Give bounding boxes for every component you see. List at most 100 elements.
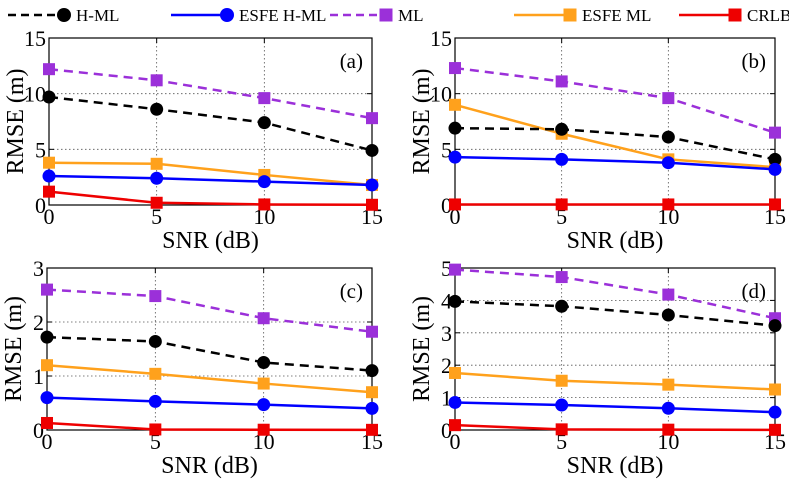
data-point-crlb — [366, 423, 378, 436]
legend-label-ehml: ESFE H-ML — [239, 6, 326, 25]
data-point-ehml — [148, 394, 162, 408]
x-tick-label: 0 — [42, 429, 53, 454]
data-point-hml — [257, 116, 271, 130]
legend: H-ML ESFE H-ML ML ESFE ML CRLB — [8, 6, 789, 25]
data-point-crlb — [43, 185, 55, 198]
data-point-hml — [448, 121, 462, 135]
series-line-eml — [454, 103, 776, 169]
legend-item-eml: ESFE ML — [514, 6, 651, 25]
x-axis-label: SNR (dB) — [161, 453, 258, 479]
series-line-ml — [454, 66, 776, 134]
data-point-ehml — [365, 178, 379, 192]
y-tick-label: 10 — [24, 82, 46, 107]
x-tick-label: 5 — [556, 204, 567, 229]
panel-tag: (b) — [742, 49, 767, 73]
y-axis-label: RMSE (m) — [409, 296, 435, 402]
data-point-eml — [43, 156, 55, 169]
series-line-ml — [454, 268, 776, 320]
data-point-ml — [43, 63, 55, 76]
y-tick-label: 0 — [35, 193, 46, 218]
x-tick-label: 0 — [450, 204, 461, 229]
data-point-crlb — [41, 416, 53, 429]
data-point-crlb — [150, 196, 163, 209]
data-point-ml — [149, 290, 162, 303]
data-point-hml — [42, 90, 56, 104]
legend-marker-eml — [563, 8, 577, 22]
series-hml — [448, 121, 782, 166]
series-ehml — [448, 150, 782, 176]
data-point-ml — [662, 92, 675, 105]
legend-item-ml: ML — [330, 6, 424, 25]
data-point-ml — [366, 112, 378, 125]
data-point-hml — [257, 356, 271, 369]
y-tick-label: 3 — [441, 321, 452, 346]
y-axis-label: RMSE (m) — [3, 68, 29, 174]
data-point-crlb — [662, 198, 675, 211]
y-tick-label: 4 — [441, 288, 452, 313]
legend-item-hml: H-ML — [8, 6, 119, 25]
data-point-ehml — [150, 171, 164, 185]
data-point-ehml — [42, 169, 56, 183]
x-tick-label: 0 — [44, 204, 55, 229]
x-tick-label: 0 — [450, 429, 461, 454]
y-tick-label: 3 — [33, 256, 44, 281]
x-axis-label: SNR (dB) — [162, 228, 259, 254]
series-line-eml — [454, 371, 776, 391]
x-tick-label: 5 — [151, 204, 162, 229]
data-point-ehml — [257, 398, 271, 412]
series-crlb — [43, 185, 378, 211]
y-tick-label: 1 — [441, 386, 452, 411]
legend-marker-ml — [379, 8, 393, 22]
data-point-ehml — [448, 395, 462, 409]
data-point-eml — [149, 367, 162, 380]
series-line-eml — [48, 161, 373, 187]
data-point-crlb — [366, 198, 378, 211]
y-tick-label: 0 — [441, 418, 452, 443]
plot-frame — [454, 37, 776, 206]
data-point-eml — [257, 377, 270, 390]
series-crlb — [449, 198, 781, 211]
data-point-eml — [366, 386, 378, 399]
x-tick-label: 5 — [150, 429, 161, 454]
series-ehml — [448, 395, 782, 419]
data-point-crlb — [449, 419, 461, 432]
data-point-crlb — [257, 423, 270, 436]
data-point-hml — [661, 308, 675, 322]
data-point-eml — [41, 359, 53, 372]
data-point-eml — [449, 366, 461, 379]
panel-tag: (d) — [742, 279, 767, 303]
data-point-crlb — [555, 423, 568, 436]
series-line-hml — [454, 300, 776, 327]
data-point-ml — [258, 92, 271, 105]
data-point-ehml — [661, 401, 675, 415]
data-point-eml — [449, 98, 461, 111]
y-tick-label: 1 — [33, 364, 44, 389]
series-ml — [449, 62, 781, 139]
y-tick-label: 2 — [441, 353, 452, 378]
data-point-ml — [555, 271, 568, 284]
series-eml — [43, 156, 378, 191]
series-ml — [43, 63, 378, 125]
data-point-ehml — [661, 156, 675, 170]
y-tick-label: 15 — [430, 26, 452, 51]
y-tick-label: 5 — [441, 137, 452, 162]
series-line-eml — [46, 363, 373, 394]
y-tick-label: 10 — [430, 82, 452, 107]
series-line-crlb — [454, 423, 776, 432]
data-point-ehml — [555, 152, 569, 166]
y-axis-label: RMSE (m) — [409, 68, 435, 174]
series-line-hml — [46, 335, 373, 372]
data-point-hml — [555, 299, 569, 313]
y-tick-label: 5 — [35, 137, 46, 162]
panel-tag: (a) — [340, 49, 363, 73]
series-line-ehml — [46, 396, 373, 410]
data-point-ehml — [555, 398, 569, 412]
legend-label-eml: ESFE ML — [582, 6, 651, 25]
legend-label-crlb: CRLB — [747, 6, 789, 25]
legend-label-ml: ML — [398, 6, 424, 25]
data-point-eml — [150, 157, 163, 170]
data-point-ehml — [768, 405, 782, 419]
